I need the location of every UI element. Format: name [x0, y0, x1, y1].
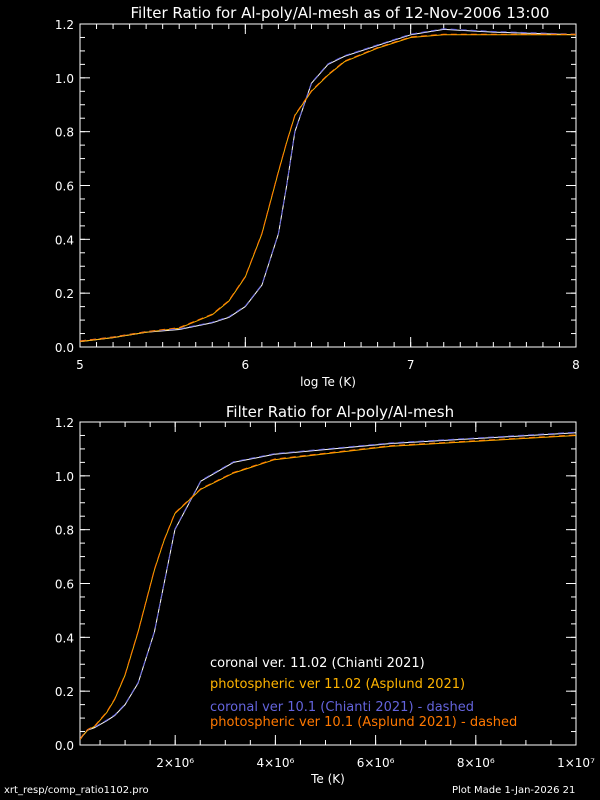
y-tick-label: 0.0	[55, 739, 74, 753]
x-tick-label: 5	[76, 358, 84, 372]
series-line-3	[80, 431, 576, 740]
legend-entry: photospheric ver 11.02 (Asplund 2021)	[210, 677, 465, 692]
x-tick-label: 8×10⁶	[457, 756, 495, 770]
x-tick-label: 6×10⁶	[357, 756, 395, 770]
panel-2: Filter Ratio for Al-poly/Al-mesh 2×10⁶ 4×1…	[55, 403, 595, 786]
series-line-4	[80, 434, 576, 740]
y-tick-label: 0.6	[55, 578, 74, 592]
y-tick-label: 0.8	[55, 126, 74, 140]
x-tick-label: 8	[572, 358, 580, 372]
y-tick-label: 0.4	[55, 233, 74, 247]
x-axis-label: log Te (K)	[300, 375, 356, 389]
y-tick-label: 0.2	[55, 685, 74, 699]
y-tick-label: 0.8	[55, 524, 74, 538]
legend-entry: coronal ver. 11.02 (Chianti 2021)	[210, 656, 425, 671]
chart-title: Filter Ratio for Al-poly/Al-mesh as of 1…	[131, 4, 550, 22]
plot-frame	[79, 421, 577, 746]
series-line-2	[80, 34, 576, 343]
y-tick-label: 0.6	[55, 180, 74, 194]
y-tick-label: 1.0	[55, 72, 74, 86]
series-line-1	[80, 432, 576, 740]
series-line-3	[80, 28, 576, 342]
y-tick-label: 0.4	[55, 631, 74, 645]
x-axis-label: Te (K)	[310, 772, 345, 786]
series-line-1	[80, 28, 576, 343]
plot-frame	[79, 23, 577, 348]
x-tick-label: 2×10⁶	[156, 756, 194, 770]
series-line-4	[80, 33, 576, 342]
y-tick-label: 1.2	[55, 416, 74, 430]
x-tick-label: 4×10⁶	[257, 756, 295, 770]
series-line-2	[80, 435, 576, 740]
panel-1: Filter Ratio for Al-poly/Al-mesh as of 1…	[55, 4, 580, 389]
y-tick-label: 1.0	[55, 470, 74, 484]
y-tick-label: 1.2	[55, 18, 74, 32]
y-tick-label: 0.0	[55, 341, 74, 355]
footer-plot-made: Plot Made 1-Jan-2026 21	[452, 785, 576, 796]
legend-entry: photospheric ver 10.1 (Asplund 2021) - d…	[210, 715, 517, 730]
legend-entry: coronal ver 10.1 (Chianti 2021) - dashed	[210, 700, 474, 715]
x-tick-label: 1×10⁷	[557, 756, 595, 770]
y-tick-label: 0.2	[55, 287, 74, 301]
x-tick-label: 6	[242, 358, 250, 372]
footer-program: xrt_resp/comp_ratio1102.pro	[4, 785, 149, 796]
chart-title: Filter Ratio for Al-poly/Al-mesh	[226, 403, 454, 421]
x-tick-label: 7	[407, 358, 415, 372]
